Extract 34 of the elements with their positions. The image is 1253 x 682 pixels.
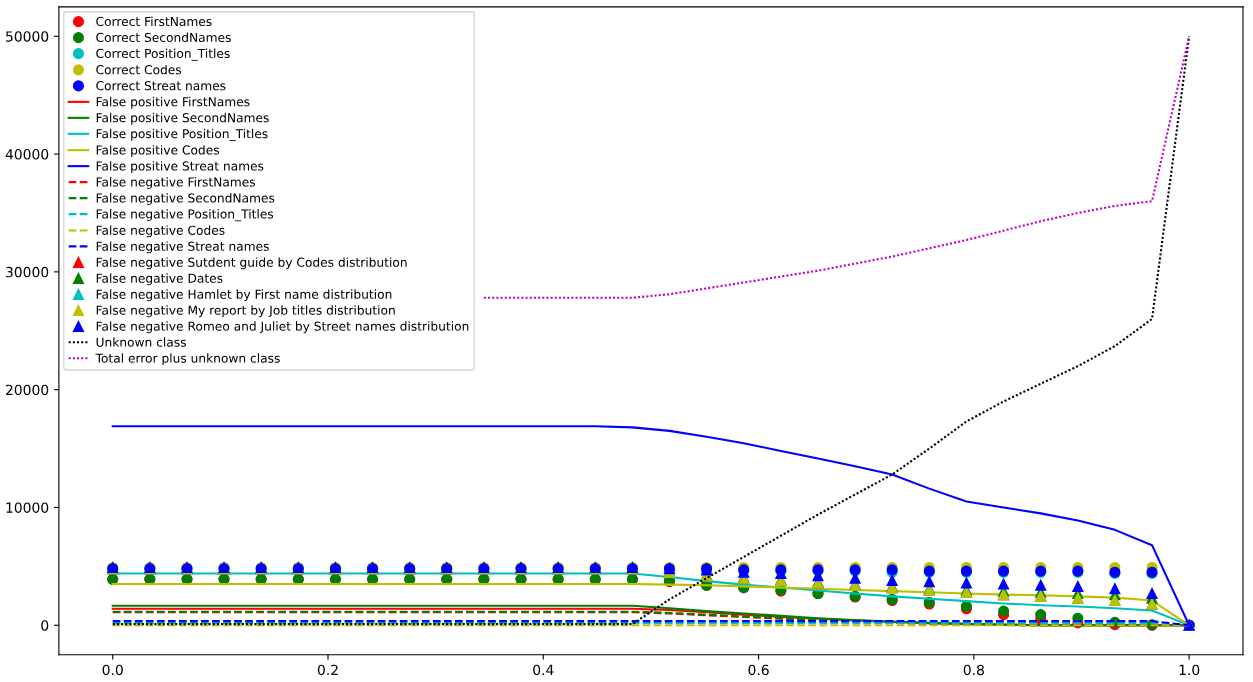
x-tick-label: 0.8 [963, 664, 984, 676]
legend-label: Total error plus unknown class [95, 353, 280, 366]
legend-label: False positive Position_Titles [96, 128, 268, 141]
legend-label: Correct SecondNames [96, 32, 231, 43]
legend-label: False negative FirstNames [96, 177, 256, 189]
legend-label: False negative Dates [96, 273, 223, 286]
legend-label: False negative SecondNames [96, 193, 275, 205]
legend-label: Correct FirstNames [96, 16, 212, 27]
legend-label: False negative Sutdent guide by Codes distribution [96, 257, 407, 270]
y-tick-label: 50000 [6, 31, 49, 42]
x-tick-label: 0.6 [748, 664, 769, 676]
legend-label: Unknown class [96, 337, 186, 347]
legend-label: False positive Streat names [96, 161, 264, 173]
legend-label: False positive SecondNames [96, 112, 269, 125]
legend-label: Correct Codes [96, 64, 182, 75]
legend-label: False negative Streat names [96, 241, 269, 254]
legend-label: False negative Position_Titles [96, 209, 274, 222]
legend-label: Correct Position_Titles [96, 48, 230, 61]
legend-label: False negative Hamlet by First name distribution [96, 289, 392, 302]
x-tick-label: 1.0 [1179, 664, 1200, 676]
y-tick-label: 20000 [6, 384, 49, 396]
legend-label: Correct Streat names [96, 81, 226, 91]
legend-label: False negative Codes [96, 225, 225, 238]
x-tick-label: 0.0 [102, 664, 123, 676]
legend-label: False positive Codes [96, 145, 220, 157]
x-tick-label: 0.2 [317, 664, 338, 676]
legend-label: False positive FirstNames [96, 96, 250, 109]
y-tick-label: 40000 [5, 149, 49, 160]
x-tick-label: 0.4 [533, 664, 554, 676]
y-tick-label: 10000 [6, 502, 49, 513]
legend-label: False negative Romeo and Juliet by Street names distribution [96, 321, 469, 334]
y-tick-label: 0 [41, 620, 49, 631]
y-tick-label: 30000 [6, 266, 49, 278]
legend-label: False negative My report by Job titles distribution [96, 305, 395, 318]
